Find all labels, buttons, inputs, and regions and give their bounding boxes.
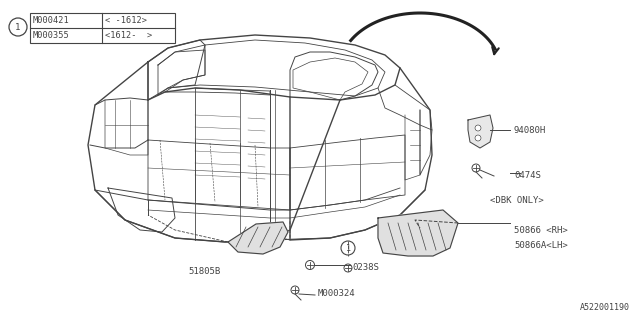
Text: 94080H: 94080H xyxy=(514,125,547,134)
Text: 1: 1 xyxy=(15,22,20,31)
Text: 50866 <RH>: 50866 <RH> xyxy=(514,226,568,235)
Text: M000324: M000324 xyxy=(318,290,356,299)
Polygon shape xyxy=(378,210,458,256)
Text: M000421: M000421 xyxy=(33,16,70,25)
Polygon shape xyxy=(468,115,493,148)
Bar xyxy=(30,13,175,43)
Circle shape xyxy=(475,125,481,131)
Text: 50866A<LH>: 50866A<LH> xyxy=(514,241,568,250)
Text: <DBK ONLY>: <DBK ONLY> xyxy=(490,196,544,204)
Text: 1: 1 xyxy=(346,244,351,252)
Text: 0474S: 0474S xyxy=(514,171,541,180)
Text: 0238S: 0238S xyxy=(352,263,379,273)
Circle shape xyxy=(475,135,481,141)
Text: 51805B: 51805B xyxy=(188,268,220,276)
Text: < -1612>: < -1612> xyxy=(105,16,147,25)
Polygon shape xyxy=(228,222,288,254)
Text: M000355: M000355 xyxy=(33,31,70,40)
Text: <1612-  >: <1612- > xyxy=(105,31,152,40)
Text: A522001190: A522001190 xyxy=(580,303,630,312)
